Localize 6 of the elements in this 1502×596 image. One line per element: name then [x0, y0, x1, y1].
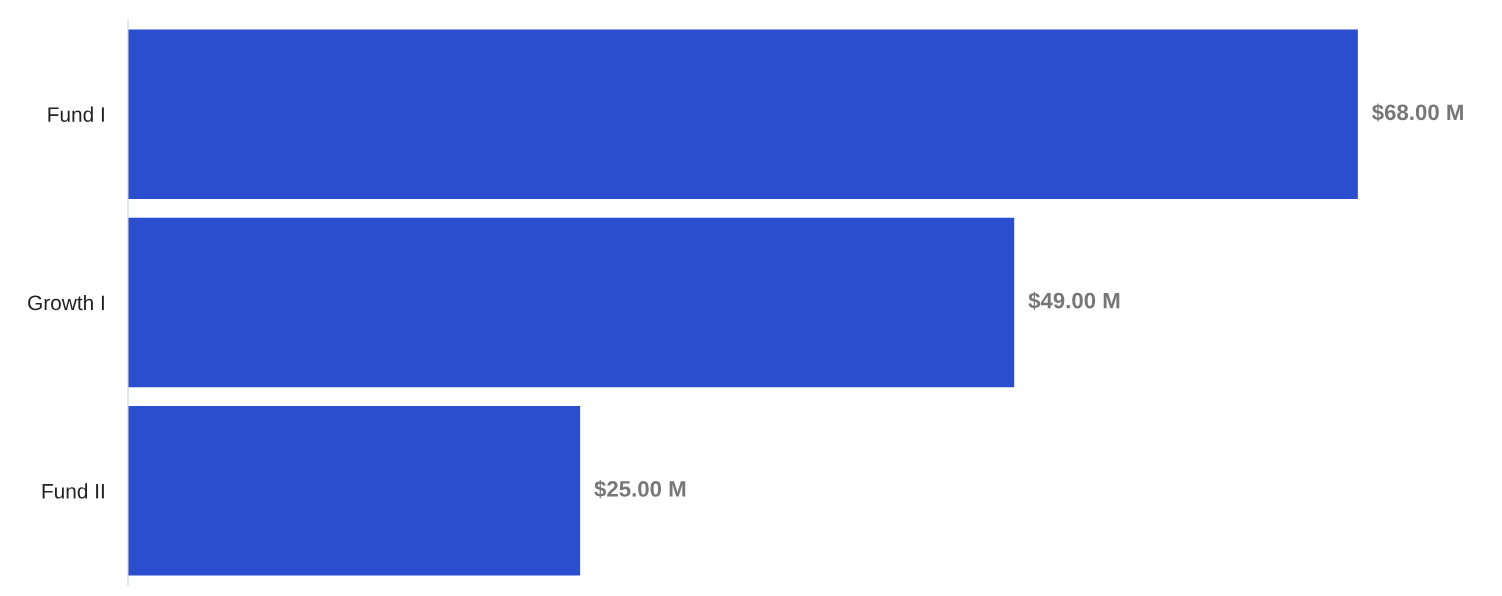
data-label: $49.00 M: [1028, 291, 1120, 310]
y-tick-label: Growth I: [28, 294, 104, 311]
data-label: $68.00 M: [1372, 103, 1463, 122]
y-tick-label: Fund II: [42, 483, 104, 499]
data-label: $25.00 M: [594, 480, 686, 499]
y-tick-label: Fund I: [48, 106, 104, 122]
